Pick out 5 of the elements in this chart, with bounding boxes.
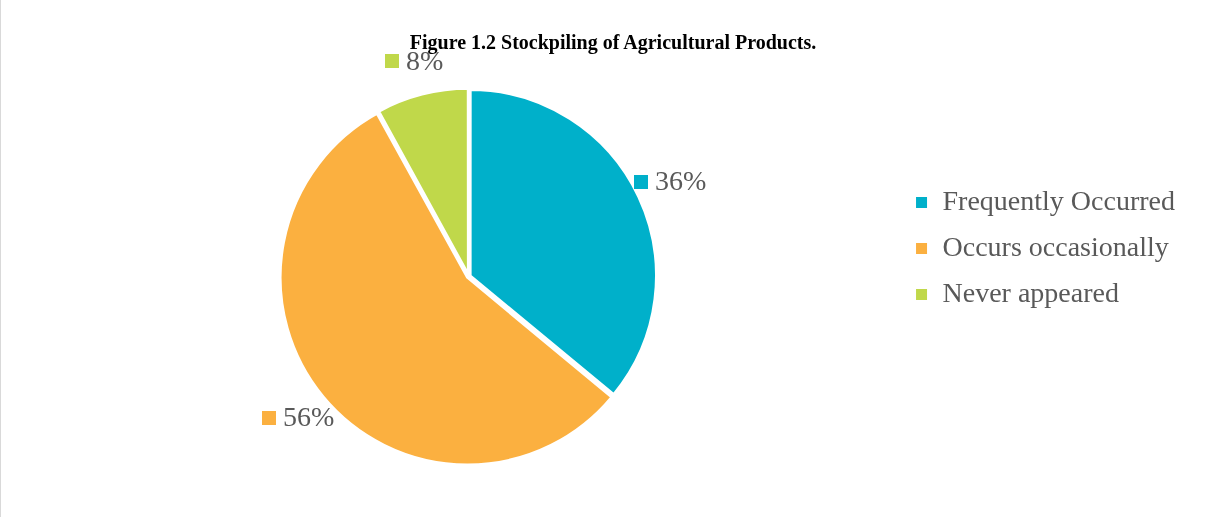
data-label: 56% <box>283 401 335 433</box>
legend-label: Never appeared <box>942 276 1119 308</box>
data-label: 36% <box>654 165 707 197</box>
legend-label: Occurs occasionally <box>942 230 1169 262</box>
legend-label: Frequently Occurred <box>942 184 1176 216</box>
